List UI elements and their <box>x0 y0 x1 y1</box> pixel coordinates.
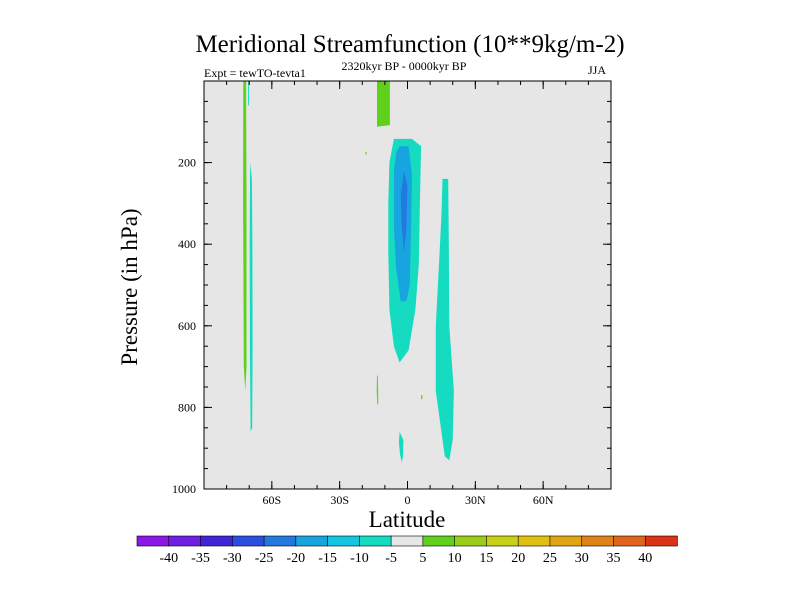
colorbar-label: -20 <box>286 551 305 566</box>
colorbar-swatch <box>390 535 424 547</box>
colorbar-swatch <box>231 535 265 547</box>
colorbar-swatch <box>295 535 329 547</box>
x-tick-label: 30N <box>465 493 486 507</box>
colorbar-swatch <box>454 535 488 547</box>
colorbar-label: -30 <box>223 551 242 566</box>
x-tick-label: 30S <box>330 493 349 507</box>
contour-small-green-dot <box>365 152 367 155</box>
colorbar-swatch <box>136 535 170 547</box>
colorbar-label: 35 <box>607 551 621 566</box>
contour-lower-green-sliver <box>376 374 379 406</box>
contour-equatorial-cell-core <box>400 170 408 253</box>
colorbar-label: 30 <box>575 551 589 566</box>
colorbar-swatch <box>168 535 202 547</box>
contour-nh-cell <box>435 178 454 461</box>
contour-regions <box>243 81 454 463</box>
colorbar-label: 25 <box>543 551 557 566</box>
season-label: JJA <box>588 63 606 77</box>
colorbar-swatch <box>581 535 615 547</box>
colorbar-label: -5 <box>385 551 397 566</box>
colorbar-swatch <box>517 535 551 547</box>
colorbar-label: -35 <box>191 551 210 566</box>
y-tick-label: 600 <box>178 319 196 333</box>
contour-equatorial-cell-bottom-blob <box>398 431 404 463</box>
y-tick-label: 400 <box>178 237 196 251</box>
contour-sh-polar-cyan-strip <box>249 162 253 432</box>
y-tick-label: 1000 <box>172 482 196 496</box>
axis-ticks: 60S 30S 0 30N 60N 200 400 600 800 1000 <box>172 81 611 507</box>
x-tick-label: 0 <box>405 493 411 507</box>
colorbar-swatch <box>263 535 297 547</box>
colorbar-swatch <box>327 535 361 547</box>
colorbar-label: 40 <box>638 551 652 566</box>
chart-title: Meridional Streamfunction (10**9kg/m-2) <box>195 31 624 58</box>
colorbar-swatch <box>486 535 519 547</box>
x-tick-label: 60S <box>262 493 281 507</box>
colorbar-swatch <box>549 535 583 547</box>
colorbar-label: 10 <box>448 551 462 566</box>
colorbar-swatch <box>422 535 456 547</box>
colorbar-swatch <box>613 535 646 547</box>
x-tick-label: 60N <box>533 493 554 507</box>
experiment-label: Expt = tewTO-tevta1 <box>204 66 306 80</box>
y-axis-label: Pressure (in hPa) <box>117 208 142 365</box>
contour-sh-polar-green-strip <box>243 81 247 392</box>
colorbar-label: 15 <box>479 551 493 566</box>
period-label: 2320kyr BP - 0000kyr BP <box>342 59 467 73</box>
colorbar-label: -25 <box>255 551 274 566</box>
colorbar-swatch <box>200 535 233 547</box>
colorbar-label: -15 <box>318 551 337 566</box>
colorbar-label: 20 <box>511 551 525 566</box>
contour-sh-polar-thin-line <box>248 81 249 106</box>
colorbar: -40 -35 -30 -25 -20 -15 -10 -5 5 10 15 20 25 30 35 40 <box>136 535 678 566</box>
colorbar-swatch <box>359 535 392 547</box>
contour-upper-green-cell <box>377 81 390 127</box>
y-tick-label: 200 <box>178 156 196 170</box>
colorbar-label: -40 <box>159 551 178 566</box>
colorbar-swatch <box>644 535 678 547</box>
y-tick-label: 800 <box>178 400 196 414</box>
x-axis-label: Latitude <box>369 507 446 532</box>
contour-small-mark-right <box>421 395 423 400</box>
colorbar-label: 5 <box>419 551 426 566</box>
colorbar-label: -10 <box>350 551 369 566</box>
